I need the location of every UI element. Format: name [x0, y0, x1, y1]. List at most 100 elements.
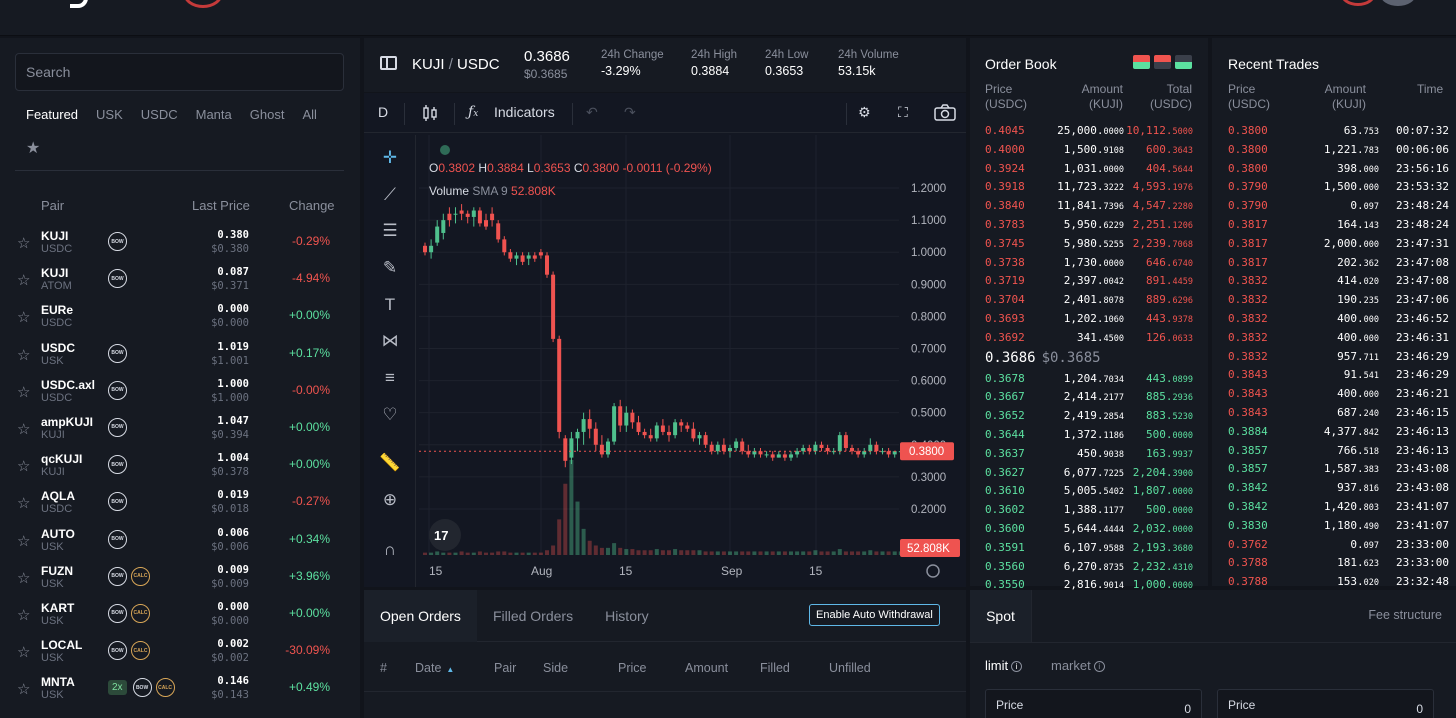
pair-row[interactable]: ☆ KUJI USDC BOW 0.380 $0.380 -0.29% — [0, 224, 360, 261]
favorite-star-icon[interactable]: ☆ — [17, 458, 31, 476]
bid-row[interactable]: 0.3591 6,107.9588 2,193.3680 — [985, 538, 1193, 557]
ask-row[interactable]: 0.3924 1,031.0000 404.5644 — [985, 159, 1193, 178]
undo-icon[interactable]: ↶ — [586, 104, 598, 120]
market-order-tab[interactable]: market i — [1051, 658, 1105, 673]
pair-row[interactable]: ☆ AUTO USK BOW 0.006 $0.006 +0.34% — [0, 522, 360, 559]
ruler-icon[interactable]: 📏 — [379, 453, 401, 472]
col-change[interactable]: Change — [289, 198, 335, 213]
ask-row[interactable]: 0.3692 341.4500 126.0633 — [985, 328, 1193, 347]
favorite-star-icon[interactable]: ☆ — [17, 606, 31, 624]
ask-row[interactable]: 0.3719 2,397.0042 891.4459 — [985, 271, 1193, 290]
fullscreen-icon[interactable]: ⛶ — [898, 104, 908, 120]
ask-row[interactable]: 0.3918 11,723.3222 4,593.1976 — [985, 177, 1193, 196]
search-input[interactable] — [15, 53, 344, 91]
bid-row[interactable]: 0.3627 6,077.7225 2,204.3900 — [985, 463, 1193, 482]
bid-row[interactable]: 0.3550 2,816.9014 1,000.0000 — [985, 575, 1193, 594]
bid-row[interactable]: 0.3644 1,372.1186 500.0000 — [985, 425, 1193, 444]
col-filled[interactable]: Filled — [760, 661, 790, 675]
bid-row[interactable]: 0.3637 450.9038 163.9937 — [985, 444, 1193, 463]
tab-spot[interactable]: Spot — [970, 590, 1032, 642]
camera-icon[interactable] — [934, 104, 956, 124]
candlestick-plot[interactable]: 1.2000 1.1000 1.0000 0.9000 0.8000 0.7000 0.60… — [419, 135, 966, 587]
view-bids-icon[interactable] — [1175, 55, 1192, 69]
market-pair-name[interactable]: KUJI / USDC — [412, 56, 500, 73]
buy-price-field[interactable]: Price 0 — [985, 689, 1202, 718]
col-pair[interactable]: Pair — [494, 661, 517, 675]
col-side[interactable]: Side — [543, 661, 569, 675]
limit-order-tab[interactable]: limit i — [985, 658, 1023, 673]
brush-icon[interactable]: ✎ — [382, 258, 398, 277]
filter-tab-manta[interactable]: Manta — [195, 107, 232, 122]
pair-row[interactable]: ☆ LOCAL USK BOW CALC 0.002 $0.002 -30.09% — [0, 633, 360, 670]
filter-tab-usk[interactable]: USK — [96, 107, 123, 122]
avatar[interactable] — [1380, 0, 1416, 6]
ask-row[interactable]: 0.3783 5,950.6229 2,251.1206 — [985, 215, 1193, 234]
favorite-star-icon[interactable]: ☆ — [17, 681, 31, 699]
ask-row[interactable]: 0.3704 2,401.8078 889.6296 — [985, 290, 1193, 309]
interval-button[interactable]: D — [378, 104, 389, 120]
filter-tab-usdc[interactable]: USDC — [140, 107, 178, 122]
pair-row[interactable]: ☆ qcKUJI KUJI BOW 1.004 $0.378 +0.00% — [0, 447, 360, 484]
favorites-star-icon[interactable]: ★ — [26, 140, 41, 157]
favorite-star-icon[interactable]: ☆ — [17, 383, 31, 401]
col-last-price[interactable]: Last Price — [192, 198, 250, 213]
favorite-star-icon[interactable]: ☆ — [17, 644, 31, 662]
fee-structure-link[interactable]: Fee structure — [1368, 608, 1442, 622]
pattern-icon[interactable]: ⋈ — [381, 331, 399, 350]
ask-row[interactable]: 0.4000 1,500.9108 600.3643 — [985, 140, 1193, 159]
favorite-star-icon[interactable]: ☆ — [17, 272, 31, 290]
pair-row[interactable]: ☆ AQLA USDC BOW 0.019 $0.018 -0.27% — [0, 484, 360, 521]
bid-row[interactable]: 0.3652 2,419.2854 883.5230 — [985, 406, 1193, 425]
favorite-star-icon[interactable]: ☆ — [17, 495, 31, 513]
pair-row[interactable]: ☆ KART USK BOW CALC 0.000 $0.000 +0.00% — [0, 596, 360, 633]
pair-row[interactable]: ☆ MNTA USK 2x BOW CALC 0.146 $0.143 +0.49% — [0, 670, 360, 707]
favorite-star-icon[interactable]: ☆ — [17, 569, 31, 587]
indicators-button[interactable]: Indicators — [494, 104, 555, 120]
view-both-icon[interactable] — [1133, 55, 1150, 69]
favorite-star-icon[interactable]: ☆ — [17, 309, 31, 327]
enable-auto-withdrawal-button[interactable]: Enable Auto Withdrawal — [809, 604, 940, 626]
book-icon[interactable] — [380, 56, 397, 70]
favorite-star-icon[interactable]: ☆ — [17, 420, 31, 438]
fib-tools-icon[interactable]: ≡ — [385, 368, 395, 387]
filter-tab-ghost[interactable]: Ghost — [249, 107, 285, 122]
bid-row[interactable]: 0.3560 6,270.8735 2,232.4310 — [985, 557, 1193, 576]
notification-ring-icon[interactable] — [1340, 0, 1376, 6]
favorites-heart-icon[interactable]: ♡ — [382, 405, 398, 424]
pair-row[interactable]: ☆ EURe USDC 0.000 $0.000 +0.00% — [0, 298, 360, 335]
col-index[interactable]: # — [380, 661, 387, 675]
bid-row[interactable]: 0.3610 5,005.5402 1,807.0000 — [985, 481, 1193, 500]
ask-row[interactable]: 0.3840 11,841.7396 4,547.2280 — [985, 196, 1193, 215]
crosshair-icon[interactable]: ✛ — [382, 148, 398, 167]
text-tool-icon[interactable]: T — [384, 295, 396, 314]
tab-history[interactable]: History — [605, 608, 649, 624]
col-unfilled[interactable]: Unfilled — [829, 661, 871, 675]
favorite-star-icon[interactable]: ☆ — [17, 532, 31, 550]
pair-row[interactable]: ☆ USDC USK BOW 1.019 $1.001 +0.17% — [0, 336, 360, 373]
tab-filled-orders[interactable]: Filled Orders — [492, 608, 574, 624]
ask-row[interactable]: 0.3693 1,202.1060 443.9378 — [985, 309, 1193, 328]
col-date[interactable]: Date ▲ — [415, 661, 455, 675]
settings-gear-icon[interactable]: ⚙ — [858, 104, 871, 120]
zoom-in-icon[interactable]: ⊕ — [382, 490, 398, 509]
indicators-icon[interactable]: ƒx — [468, 104, 479, 120]
bid-row[interactable]: 0.3600 5,644.4444 2,032.0000 — [985, 519, 1193, 538]
ask-row[interactable]: 0.4045 25,000.0000 10,112.5000 — [985, 121, 1193, 140]
sell-price-field[interactable]: Price 0 — [1217, 689, 1434, 718]
bid-row[interactable]: 0.3667 2,414.2177 885.2936 — [985, 387, 1193, 406]
bid-row[interactable]: 0.3678 1,204.7034 443.0899 — [985, 369, 1193, 388]
favorite-star-icon[interactable]: ☆ — [17, 235, 31, 252]
col-pair[interactable]: Pair — [41, 198, 65, 213]
favorite-star-icon[interactable]: ☆ — [17, 346, 31, 364]
redo-icon[interactable]: ↷ — [624, 104, 636, 120]
pair-row[interactable]: ☆ FUZN USK BOW CALC 0.009 $0.009 +3.96% — [0, 559, 360, 596]
bid-row[interactable]: 0.3602 1,388.1177 500.0000 — [985, 500, 1193, 519]
trendline-icon[interactable]: ⟋ — [384, 185, 396, 204]
candle-type-icon[interactable] — [422, 104, 438, 125]
horizontal-lines-icon[interactable]: ☰ — [382, 221, 398, 240]
view-asks-icon[interactable] — [1154, 55, 1171, 69]
filter-tab-all[interactable]: All — [302, 107, 317, 122]
pair-row[interactable]: ☆ ampKUJI KUJI BOW 1.047 $0.394 +0.00% — [0, 410, 360, 447]
pair-row[interactable]: ☆ USDC.axl USDC BOW 1.000 $1.000 -0.00% — [0, 373, 360, 410]
pair-row[interactable]: ☆ KUJI ATOM BOW 0.087 $0.371 -4.94% — [0, 261, 360, 298]
